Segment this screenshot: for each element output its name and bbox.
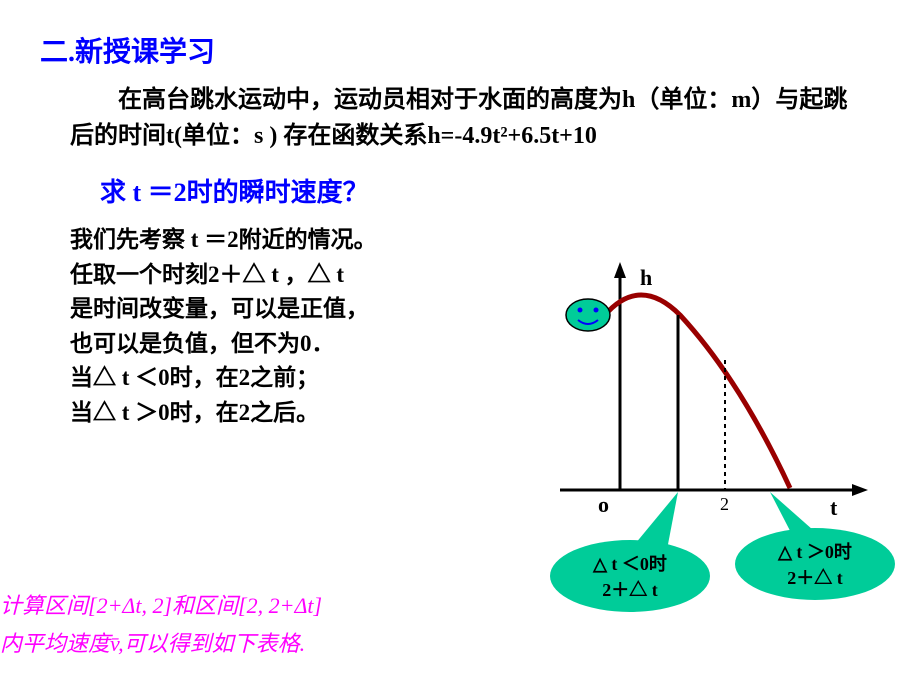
interval-1: [2+Δt, 2] [88, 593, 172, 618]
axis-label-h: h [640, 265, 652, 290]
problem-statement: 在高台跳水运动中，运动员相对于水面的高度为h（单位：m）与起跳后的时间t(单位：… [70, 82, 870, 154]
bubble-right: △ t ＞0时 2＋△ t [735, 528, 895, 600]
vbar: v̄ [110, 631, 118, 656]
formula-text: ,可以得到如下表格. [118, 631, 305, 656]
body-line: 当△ t ＞0时，在2之后。 [70, 396, 530, 431]
body-line: 也可以是负值，但不为0． [70, 327, 530, 362]
body-line: 我们先考察 t ＝2附近的情况。 [70, 223, 530, 258]
tick-label-2: 2 [720, 494, 729, 514]
bubble-line: 2＋△ t [787, 564, 843, 590]
body-line: 是时间改变量，可以是正值， [70, 292, 530, 327]
question-text: 求 t ＝2时的瞬时速度？ [100, 172, 880, 209]
explanation-text: 我们先考察 t ＝2附近的情况。 任取一个时刻2＋△ t ，△ t 是时间改变量… [70, 223, 530, 430]
formula-block: 计算区间[2+Δt, 2]和区间[2, 2+Δt] 内平均速度v̄,可以得到如下… [0, 587, 322, 662]
height-time-graph: h o t 2 △ t ＜0时 2＋△ t △ t ＞0时 2＋△ t [510, 260, 890, 640]
bubble-line: 2＋△ t [602, 576, 658, 602]
body-line: 任取一个时刻2＋△ t ，△ t [70, 258, 530, 293]
formula-text: 计算区间 [0, 593, 88, 618]
axis-label-t: t [830, 495, 838, 520]
origin-label: o [598, 492, 609, 517]
formula-text: 内平均速度 [0, 631, 110, 656]
bubble-left: △ t ＜0时 2＋△ t [550, 540, 710, 612]
formula-text: 和区间 [172, 593, 238, 618]
section-heading: 二.新授课学习 [40, 30, 880, 70]
bubble-line: △ t ＜0时 [593, 550, 667, 576]
body-line: 当△ t ＜0时，在2之前； [70, 361, 530, 396]
interval-2: [2, 2+Δt] [238, 593, 322, 618]
bubble-line: △ t ＞0时 [778, 538, 852, 564]
